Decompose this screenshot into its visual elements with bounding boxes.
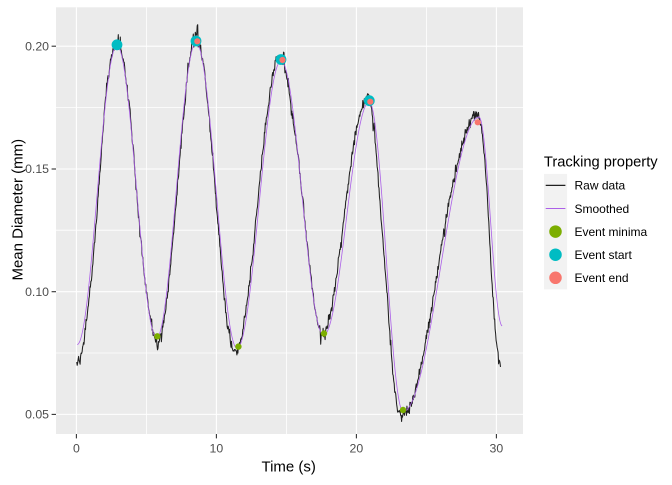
- svg-text:Mean Diameter (mm): Mean Diameter (mm): [10, 139, 27, 281]
- svg-text:Raw data: Raw data: [575, 179, 626, 193]
- svg-text:Tracking property: Tracking property: [544, 155, 658, 171]
- svg-text:Event minima: Event minima: [575, 225, 648, 239]
- svg-text:10: 10: [210, 442, 224, 456]
- svg-text:30: 30: [490, 442, 504, 456]
- svg-text:Event start: Event start: [575, 248, 633, 262]
- svg-text:Smoothed: Smoothed: [575, 202, 630, 216]
- svg-text:0: 0: [73, 442, 80, 456]
- svg-text:20: 20: [350, 442, 364, 456]
- svg-text:0.10: 0.10: [25, 285, 49, 299]
- svg-text:0.15: 0.15: [25, 162, 49, 176]
- svg-text:0.05: 0.05: [25, 408, 49, 422]
- svg-text:Event end: Event end: [575, 271, 629, 285]
- svg-text:Time (s): Time (s): [261, 458, 315, 475]
- svg-text:0.20: 0.20: [25, 39, 49, 53]
